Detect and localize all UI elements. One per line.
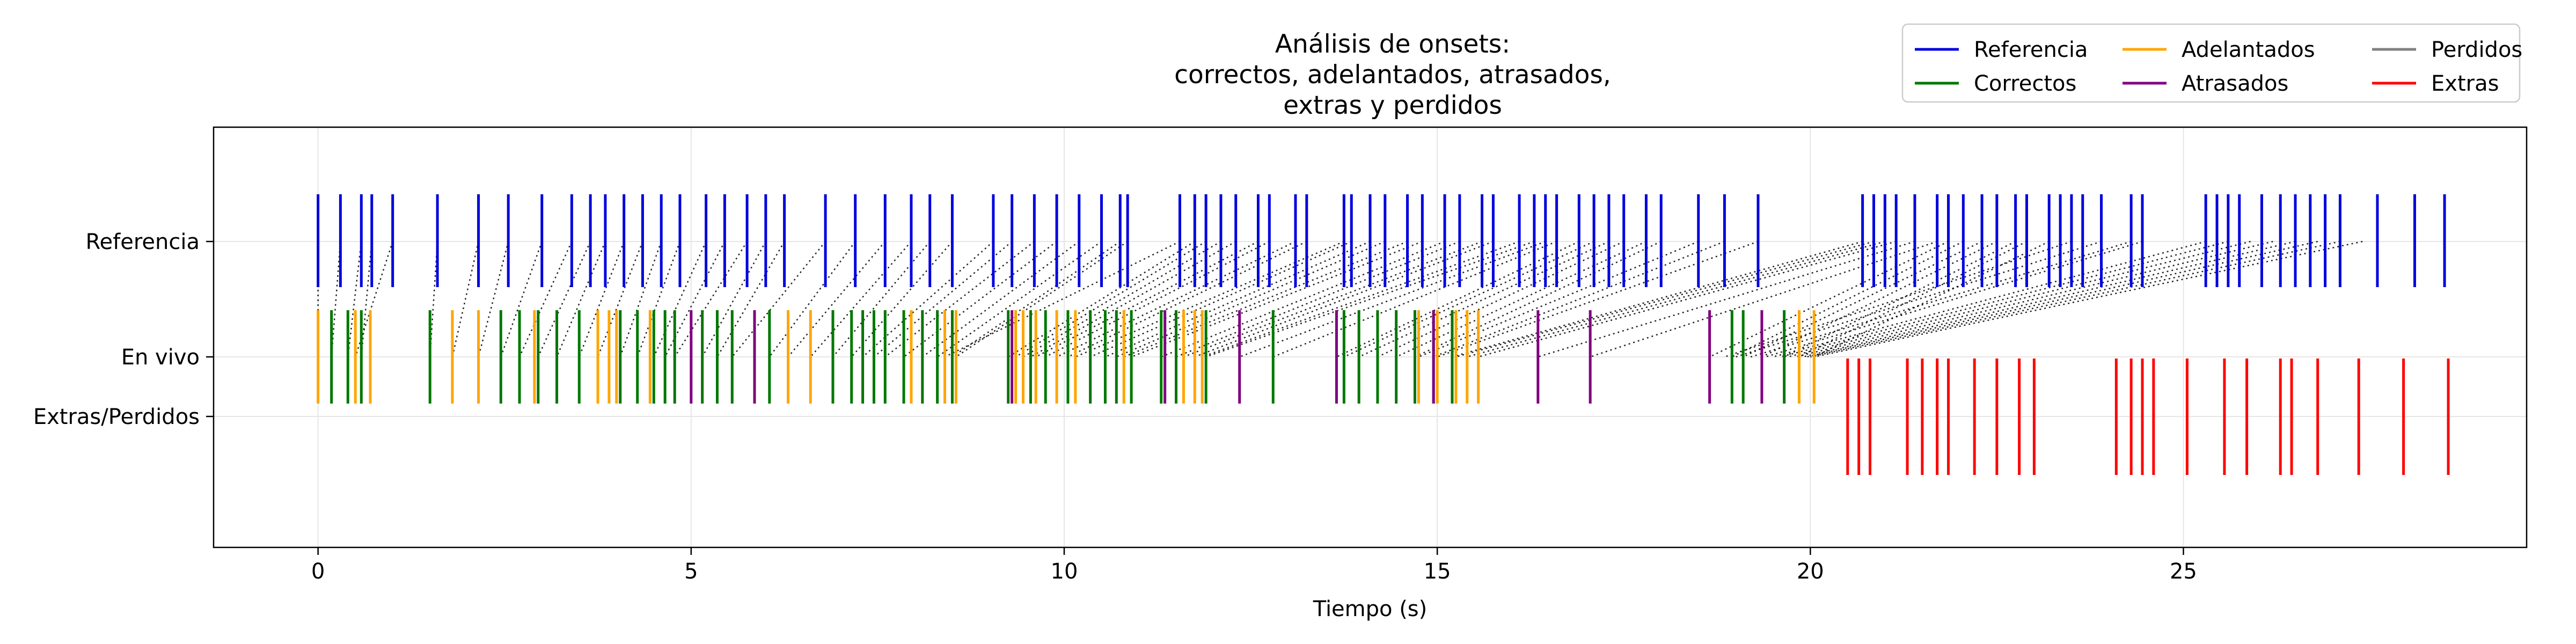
connection-line bbox=[903, 241, 1057, 357]
plot-area bbox=[214, 127, 2527, 547]
title-line-1: Análisis de onsets: bbox=[1275, 30, 1510, 59]
connection-line bbox=[347, 241, 362, 357]
connection-line bbox=[1813, 240, 2363, 358]
y-axis-ticks: Referencia En vivo Extras/Perdidos bbox=[33, 230, 214, 429]
y-tick-label: Referencia bbox=[86, 230, 200, 254]
connection-line bbox=[597, 241, 643, 357]
legend-label-extra: Extras bbox=[2431, 71, 2499, 96]
connection-line bbox=[1452, 240, 1863, 358]
connection-line bbox=[1761, 240, 1997, 358]
x-tick-label: 25 bbox=[2170, 559, 2197, 584]
connection-line bbox=[451, 241, 479, 357]
onset-events bbox=[317, 194, 2450, 475]
legend-label-missed: Perdidos bbox=[2431, 38, 2522, 62]
connection-line bbox=[716, 241, 785, 357]
connection-line bbox=[518, 241, 573, 357]
connection-line bbox=[873, 241, 1013, 357]
title-line-2: correctos, adelantados, atrasados, bbox=[1174, 60, 1611, 90]
connection-line bbox=[1418, 240, 1699, 358]
connection-line bbox=[832, 241, 931, 357]
connection-line bbox=[1015, 240, 1206, 358]
connection-line bbox=[787, 241, 886, 357]
connection-line bbox=[1090, 240, 1352, 358]
connection-line bbox=[1202, 240, 1520, 358]
x-tick-label: 5 bbox=[684, 559, 698, 584]
chart-title: Análisis de onsets: correctos, adelantad… bbox=[1174, 30, 1611, 120]
connection-line bbox=[1750, 240, 2132, 358]
connection-line bbox=[674, 241, 748, 357]
connection-line bbox=[922, 240, 1080, 358]
y-tick-label: En vivo bbox=[121, 345, 200, 370]
connection-line bbox=[1773, 240, 2206, 358]
connection-line bbox=[1803, 240, 2296, 358]
connection-line bbox=[1414, 240, 1662, 358]
connection-line bbox=[952, 240, 1121, 358]
legend-label-early: Adelantados bbox=[2182, 38, 2315, 62]
x-axis-ticks: 0 5 10 15 20 25 bbox=[311, 547, 2197, 584]
connection-line bbox=[500, 241, 543, 357]
connection-line bbox=[619, 241, 662, 357]
legend-label-correct: Correctos bbox=[1974, 71, 2076, 96]
connection-line bbox=[1131, 240, 1423, 358]
connection-line bbox=[1437, 240, 1759, 358]
connection-line bbox=[1377, 240, 1624, 358]
connection-line bbox=[478, 241, 509, 357]
legend-label-late: Atrasados bbox=[2182, 71, 2288, 96]
legend: Referencia Correctos Adelantados Atrasados P… bbox=[1901, 23, 2522, 103]
connection-line bbox=[1045, 240, 1270, 358]
connection-line bbox=[1724, 240, 2072, 358]
plot-frame bbox=[213, 126, 2528, 548]
x-tick-label: 10 bbox=[1051, 559, 1078, 584]
connection-line bbox=[1788, 240, 2251, 358]
connection-line bbox=[1743, 240, 1982, 358]
connection-line bbox=[579, 241, 625, 357]
connection-line bbox=[653, 241, 707, 357]
x-axis-label: Tiempo (s) bbox=[1313, 597, 1428, 621]
legend-label-ref: Referencia bbox=[1974, 38, 2088, 62]
y-tick-label: Extras/Perdidos bbox=[33, 405, 200, 429]
x-tick-label: 15 bbox=[1424, 559, 1451, 584]
connection-line bbox=[636, 241, 681, 357]
connection-line bbox=[1433, 240, 1725, 358]
connection-line bbox=[1035, 240, 1259, 358]
x-tick-label: 0 bbox=[311, 559, 325, 584]
connection-line bbox=[1116, 240, 1386, 358]
connection-line bbox=[955, 240, 1128, 358]
connection-line bbox=[1735, 240, 2102, 358]
connection-line bbox=[1806, 240, 2318, 358]
connection-line bbox=[1056, 240, 1296, 358]
connection-line bbox=[354, 241, 393, 357]
connection-line bbox=[810, 241, 912, 357]
connection-line bbox=[1205, 240, 1535, 358]
connection-line bbox=[1067, 240, 1307, 358]
connection-line bbox=[851, 241, 953, 357]
connection-line bbox=[556, 241, 606, 357]
connection-line bbox=[1590, 240, 1938, 358]
x-tick-label: 20 bbox=[1797, 559, 1824, 584]
connection-line bbox=[1075, 240, 1344, 358]
connection-line bbox=[731, 241, 826, 357]
connection-line bbox=[1810, 240, 2340, 358]
connection-line bbox=[1183, 240, 1482, 358]
legend-frame bbox=[1901, 23, 2521, 103]
connection-line bbox=[1709, 240, 1949, 358]
connection-line bbox=[1030, 240, 1236, 358]
connection-line bbox=[1798, 240, 2028, 358]
connection-line bbox=[537, 241, 591, 357]
connection-line bbox=[944, 240, 1181, 358]
title-line-3: extras y perdidos bbox=[1283, 91, 1502, 120]
